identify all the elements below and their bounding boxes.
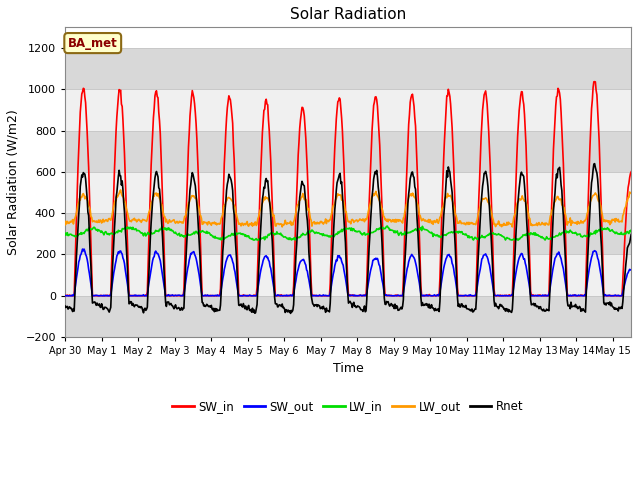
Rnet xyxy=(627,231,635,237)
LW_out xyxy=(468,221,476,227)
LW_out xyxy=(482,195,490,201)
Rnet xyxy=(63,303,71,309)
SW_out xyxy=(62,293,70,299)
LW_out xyxy=(508,224,516,230)
Title: Solar Radiation: Solar Radiation xyxy=(290,7,406,22)
SW_out xyxy=(79,246,86,252)
Bar xyxy=(65,213,631,254)
SW_in xyxy=(482,88,490,94)
Bar xyxy=(65,48,631,89)
LW_out xyxy=(63,218,71,224)
SW_out xyxy=(61,293,69,299)
SW_in xyxy=(468,293,476,299)
LW_in xyxy=(61,232,69,238)
Bar xyxy=(65,254,631,296)
LW_in xyxy=(383,223,391,229)
LW_out xyxy=(627,191,635,196)
SW_in xyxy=(61,293,69,299)
LW_out xyxy=(141,217,149,223)
LW_in xyxy=(250,237,257,243)
SW_in xyxy=(591,79,598,84)
Rnet xyxy=(303,217,311,223)
LW_out xyxy=(61,222,69,228)
Rnet xyxy=(591,161,598,167)
X-axis label: Time: Time xyxy=(333,361,364,375)
LW_out xyxy=(325,219,333,225)
Line: LW_in: LW_in xyxy=(65,226,631,240)
LW_in xyxy=(303,229,311,235)
Text: BA_met: BA_met xyxy=(68,36,118,49)
Bar xyxy=(65,172,631,213)
SW_in xyxy=(303,168,311,174)
SW_out xyxy=(469,293,477,299)
LW_out xyxy=(117,187,125,193)
SW_out xyxy=(483,253,490,259)
Y-axis label: Solar Radiation (W/m2): Solar Radiation (W/m2) xyxy=(7,109,20,255)
Line: SW_in: SW_in xyxy=(65,82,631,296)
Rnet xyxy=(468,306,476,312)
SW_out xyxy=(627,267,635,273)
LW_in xyxy=(627,227,635,233)
Line: LW_out: LW_out xyxy=(65,190,631,227)
SW_in xyxy=(325,293,333,299)
LW_in xyxy=(140,230,148,236)
LW_in xyxy=(63,230,71,236)
Line: SW_out: SW_out xyxy=(65,249,631,296)
LW_in xyxy=(483,233,490,239)
Rnet xyxy=(287,311,294,316)
Rnet xyxy=(482,168,490,174)
SW_out xyxy=(64,293,72,299)
SW_in xyxy=(141,293,149,299)
LW_in xyxy=(469,236,477,242)
LW_out xyxy=(303,204,311,210)
Bar xyxy=(65,296,631,337)
Rnet xyxy=(325,308,333,314)
Bar xyxy=(65,89,631,131)
Rnet xyxy=(61,303,69,309)
Legend: SW_in, SW_out, LW_in, LW_out, Rnet: SW_in, SW_out, LW_in, LW_out, Rnet xyxy=(168,396,529,418)
SW_out xyxy=(142,293,150,299)
SW_out xyxy=(326,293,333,299)
Bar xyxy=(65,131,631,172)
SW_in xyxy=(64,293,72,299)
SW_out xyxy=(304,273,312,279)
LW_in xyxy=(325,234,333,240)
SW_in xyxy=(62,293,70,299)
Line: Rnet: Rnet xyxy=(65,164,631,313)
SW_in xyxy=(627,169,635,175)
Rnet xyxy=(140,306,148,312)
